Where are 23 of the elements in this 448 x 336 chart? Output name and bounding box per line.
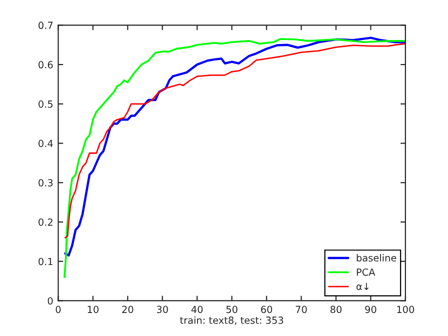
y-tick-label: 0.3 bbox=[38, 179, 53, 186]
y-tick-label: 0.2 bbox=[38, 218, 52, 226]
x-tick-label: 10 bbox=[88, 306, 98, 314]
x-tick-label: 30 bbox=[156, 306, 168, 314]
x-tick-label: 70 bbox=[296, 306, 307, 314]
y-tick-label: 0.1 bbox=[38, 258, 52, 266]
y-tick-label: 0.4 bbox=[38, 140, 53, 148]
legend-label: PCA bbox=[356, 268, 376, 276]
x-tick-label: 50 bbox=[226, 306, 238, 314]
x-tick-label: 40 bbox=[191, 306, 203, 314]
x-tick-label: 90 bbox=[365, 306, 376, 314]
y-tick-label: 0.6 bbox=[38, 61, 53, 68]
y-tick-label: 0.5 bbox=[38, 100, 53, 108]
legend-label: α↓ bbox=[356, 282, 369, 290]
x-tick-label: 80 bbox=[330, 306, 342, 314]
x-tick-label: 60 bbox=[261, 306, 272, 314]
x-axis-title: train: text8, test: 353 bbox=[180, 316, 284, 325]
x-tick-label: 0 bbox=[56, 306, 61, 314]
legend-label: baseline bbox=[356, 254, 396, 262]
y-tick-label: 0.7 bbox=[38, 22, 53, 30]
x-tick-label: 100 bbox=[397, 306, 414, 314]
y-tick-label: 0 bbox=[48, 297, 53, 305]
x-tick-label: 20 bbox=[122, 306, 134, 314]
